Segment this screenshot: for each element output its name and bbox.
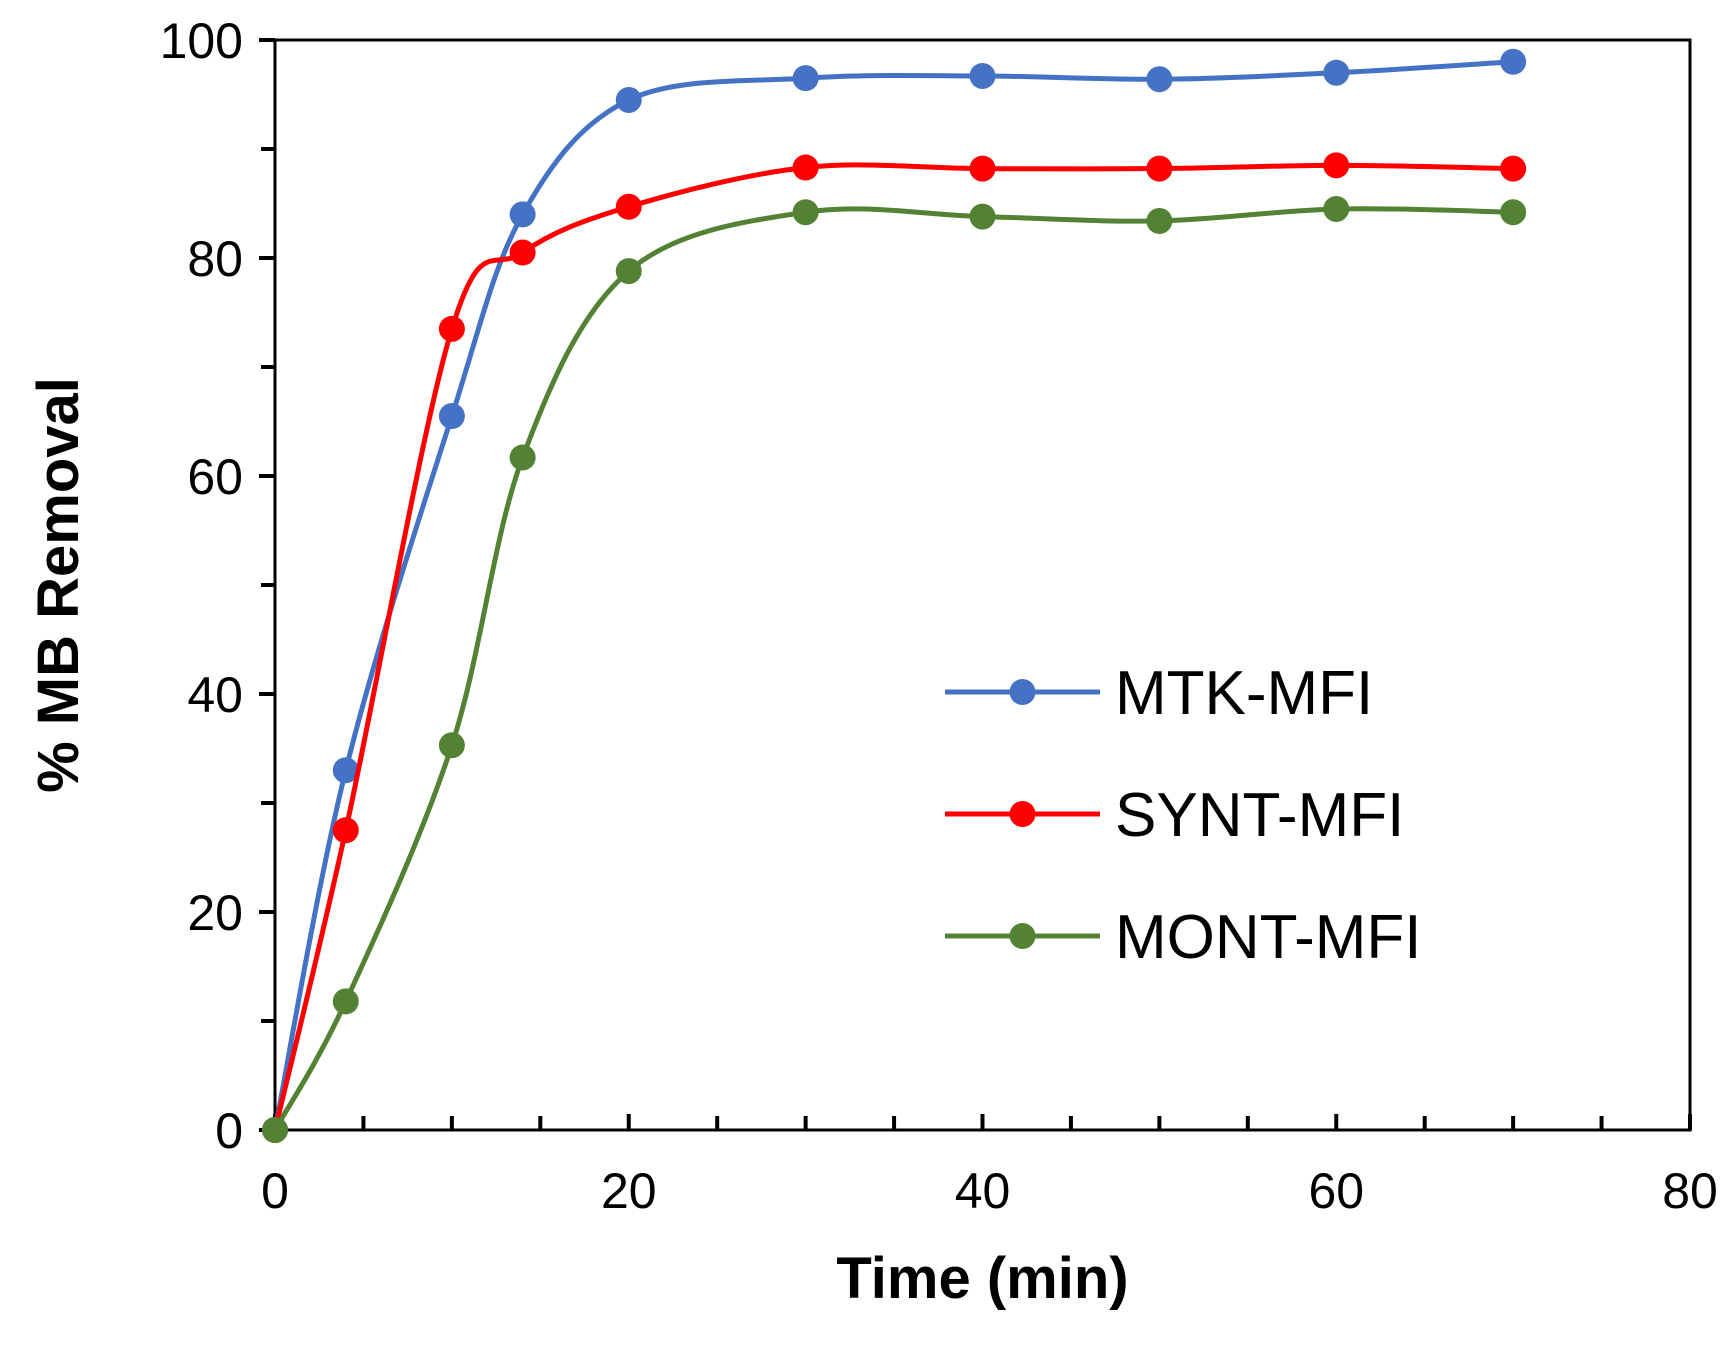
data-point-mont-mfi bbox=[792, 199, 819, 226]
data-point-mtk-mfi bbox=[1323, 59, 1350, 86]
data-point-synt-mfi bbox=[969, 155, 996, 182]
data-point-mont-mfi bbox=[1146, 207, 1173, 234]
data-point-mtk-mfi bbox=[969, 62, 996, 89]
series-mont-mfi bbox=[262, 195, 1527, 1143]
data-point-mont-mfi bbox=[262, 1117, 288, 1143]
x-tick-label: 40 bbox=[955, 1163, 1011, 1219]
data-point-synt-mfi bbox=[1323, 152, 1350, 179]
x-tick-label: 60 bbox=[1308, 1163, 1364, 1219]
data-point-synt-mfi bbox=[1146, 155, 1173, 182]
x-axis-title: Time (min) bbox=[836, 1246, 1128, 1311]
data-point-mont-mfi bbox=[1323, 195, 1350, 222]
legend-label: SYNT-MFI bbox=[1115, 781, 1404, 850]
y-axis-title: % MB Removal bbox=[26, 377, 91, 793]
x-tick-label: 80 bbox=[1662, 1163, 1718, 1219]
legend-swatch-marker bbox=[1009, 679, 1036, 705]
y-tick-label: 0 bbox=[215, 1103, 243, 1159]
data-point-mtk-mfi bbox=[438, 403, 465, 430]
data-point-mont-mfi bbox=[332, 988, 359, 1015]
legend-item-mont-mfi: MONT-MFI bbox=[945, 903, 1422, 972]
series-line-synt-mfi bbox=[272, 162, 1516, 1133]
data-point-mtk-mfi bbox=[1146, 66, 1173, 93]
data-point-mtk-mfi bbox=[1500, 48, 1527, 75]
data-point-mtk-mfi bbox=[615, 86, 642, 113]
data-point-mont-mfi bbox=[509, 444, 536, 471]
y-tick-label: 40 bbox=[187, 667, 243, 723]
series-synt-mfi bbox=[262, 152, 1527, 1143]
axis-tick-labels: 0 20 40 60 80 0 20 40 60 80 100 bbox=[160, 13, 1718, 1219]
series-layer bbox=[262, 48, 1527, 1143]
data-point-synt-mfi bbox=[332, 817, 359, 844]
data-point-synt-mfi bbox=[792, 154, 819, 181]
data-point-mtk-mfi bbox=[792, 65, 819, 92]
data-point-synt-mfi bbox=[509, 239, 536, 266]
y-tick-label: 60 bbox=[187, 449, 243, 505]
x-tick-label: 20 bbox=[601, 1163, 657, 1219]
data-point-mont-mfi bbox=[969, 203, 996, 230]
legend-swatch-marker bbox=[1009, 801, 1036, 827]
legend: MTK-MFI SYNT-MFI MONT-MFI bbox=[945, 659, 1422, 972]
axis-ticks bbox=[259, 38, 1692, 1132]
data-point-mtk-mfi bbox=[332, 757, 359, 784]
data-point-synt-mfi bbox=[615, 193, 642, 220]
x-tick-label: 0 bbox=[261, 1163, 289, 1219]
data-point-mont-mfi bbox=[438, 732, 465, 759]
legend-swatch-marker bbox=[1009, 923, 1036, 949]
data-point-mtk-mfi bbox=[509, 201, 536, 228]
legend-item-synt-mfi: SYNT-MFI bbox=[945, 781, 1404, 850]
legend-label: MONT-MFI bbox=[1115, 903, 1422, 972]
legend-item-mtk-mfi: MTK-MFI bbox=[945, 659, 1373, 728]
y-tick-label: 100 bbox=[160, 13, 243, 69]
y-tick-label: 80 bbox=[187, 231, 243, 287]
series-line-mont-mfi bbox=[272, 206, 1516, 1133]
data-point-mont-mfi bbox=[615, 258, 642, 285]
data-point-synt-mfi bbox=[438, 315, 465, 342]
legend-label: MTK-MFI bbox=[1115, 659, 1373, 728]
data-point-synt-mfi bbox=[1500, 155, 1527, 182]
y-tick-label: 20 bbox=[187, 885, 243, 941]
data-point-mont-mfi bbox=[1500, 199, 1527, 226]
